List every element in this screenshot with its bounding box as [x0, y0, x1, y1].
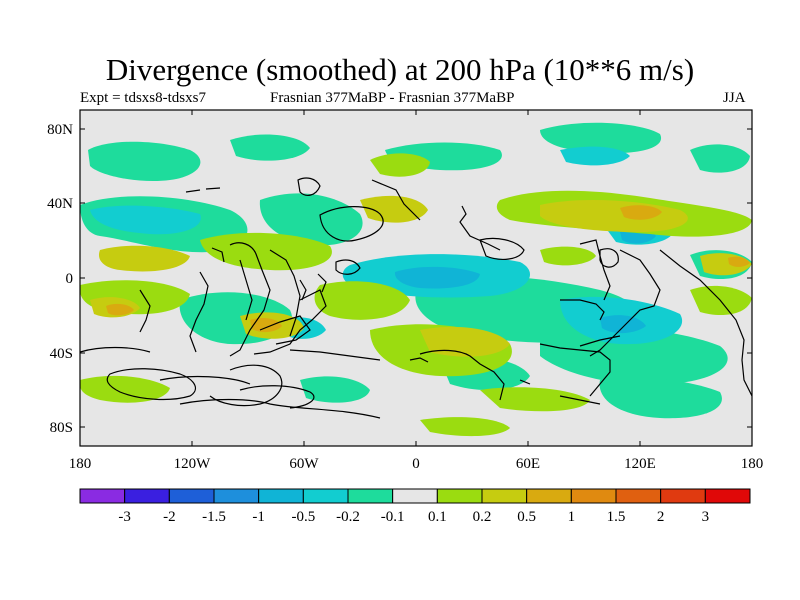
lon-label: 60W: [289, 456, 319, 472]
colorbar-swatch: [124, 488, 170, 504]
colorbar-swatch: [392, 488, 438, 504]
colorbar-label: 1: [568, 509, 576, 525]
colorbar-swatch: [660, 488, 706, 504]
lat-label: 80S: [50, 420, 73, 436]
experiment-label: Expt = tdsxs8-tdsxs7: [80, 90, 206, 106]
positive-strong-areas: [106, 205, 750, 333]
latitude-labels: 80N 40N 0 40S 80S: [47, 122, 73, 436]
lat-label: 40S: [50, 346, 73, 362]
colorbar-label: 0.2: [473, 509, 492, 525]
colorbar-swatch: [79, 488, 126, 504]
season-label: JJA: [723, 90, 746, 106]
lat-label: 0: [66, 271, 74, 287]
longitude-labels: 180 120W 60W 0 60E 120E 180: [69, 456, 764, 472]
colorbar-label: -2: [163, 509, 176, 525]
lon-label: 120W: [174, 456, 212, 472]
colorbar-label: 3: [702, 509, 710, 525]
lon-label: 120E: [624, 456, 656, 472]
lat-label: 40N: [47, 196, 73, 212]
lon-label: 180: [741, 456, 764, 472]
negative-weak-areas: [80, 122, 752, 419]
chart-title: Divergence (smoothed) at 200 hPa (10**6 …: [105, 52, 695, 87]
colorbar-swatch: [615, 488, 662, 504]
colorbar-swatch: [302, 488, 349, 504]
colorbar-label: -1.5: [202, 509, 226, 525]
divergence-field: [80, 122, 752, 437]
colorbar-label: -0.2: [336, 509, 360, 525]
colorbar-swatch: [481, 488, 528, 504]
axis-ticks: [79, 110, 753, 446]
lon-label: 0: [412, 456, 420, 472]
colorbar-label: 0.5: [517, 509, 536, 525]
lon-label: 60E: [516, 456, 540, 472]
period-label: Frasnian 377MaBP - Frasnian 377MaBP: [270, 90, 515, 106]
colorbar-swatch: [258, 488, 304, 504]
lat-label: 80N: [47, 122, 73, 138]
colorbar-swatch: [347, 488, 394, 504]
colorbar-label: 1.5: [607, 509, 626, 525]
colorbar-swatch: [168, 488, 215, 504]
lon-label: 180: [69, 456, 92, 472]
colorbar-swatch: [570, 488, 617, 504]
colorbar-label: -1: [252, 509, 265, 525]
colorbar-swatch: [213, 488, 260, 504]
colorbar-label: -0.1: [381, 509, 405, 525]
colorbar-swatch: [436, 488, 483, 504]
colorbar-label: 2: [657, 509, 665, 525]
colorbar-label: 0.1: [428, 509, 447, 525]
colorbar: -3 -2 -1.5 -1 -0.5 -0.2 -0.1 0.1 0.2 0.5 1 1.5 2 3: [79, 488, 751, 525]
coastlines: [80, 177, 752, 419]
colorbar-label: -0.5: [291, 509, 315, 525]
colorbar-swatch: [704, 488, 751, 504]
colorbar-swatch: [526, 488, 572, 504]
colorbar-label: -3: [118, 509, 131, 525]
